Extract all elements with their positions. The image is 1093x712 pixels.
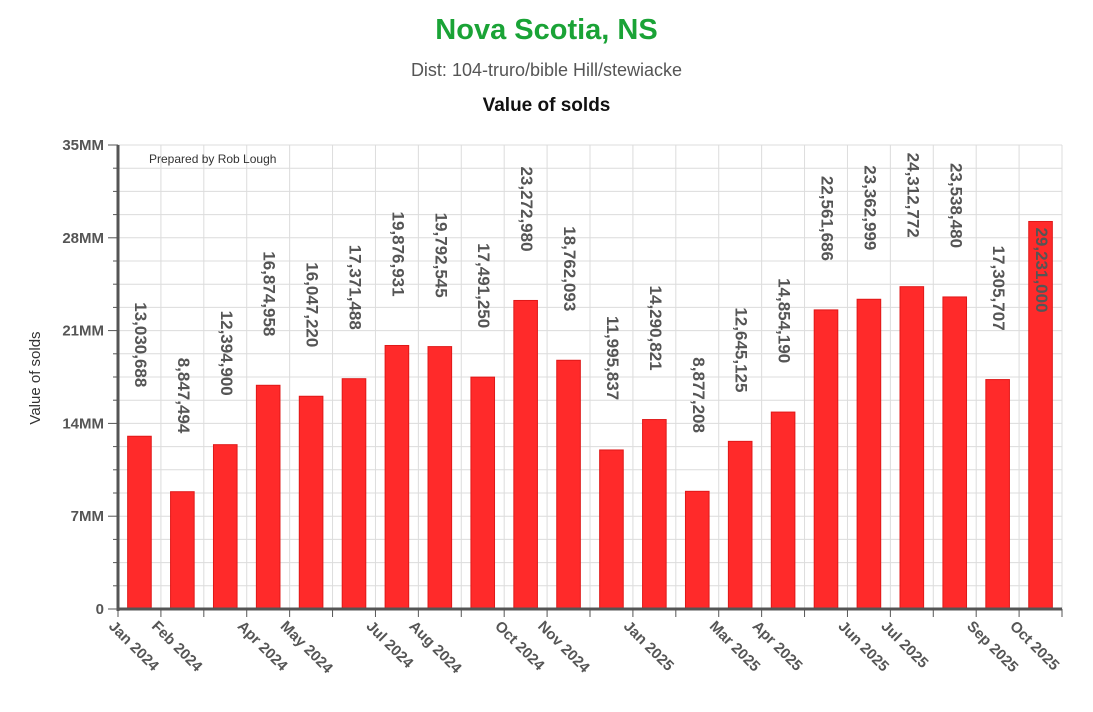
bar-nov-2024 — [556, 359, 581, 610]
data-label: 17,371,488 — [346, 245, 365, 330]
bar-mar-2024 — [212, 444, 238, 610]
data-label: 17,305,707 — [989, 246, 1008, 331]
bar-jun-2024 — [341, 378, 367, 610]
data-label: 16,047,220 — [303, 262, 322, 347]
bar-mar-2025 — [727, 440, 753, 610]
data-label: 11,995,837 — [603, 316, 622, 400]
bar-sep-2024 — [470, 376, 496, 610]
y-tick-label: 21MM — [62, 323, 104, 340]
bar-dec-2024 — [599, 449, 624, 610]
bars-group — [127, 220, 1053, 610]
bar-may-2024 — [298, 395, 324, 610]
data-label: 22,561,686 — [818, 176, 837, 261]
data-label: 23,272,980 — [517, 166, 536, 251]
bar-may-2025 — [813, 309, 839, 610]
x-tick-label: Jan 2025 — [620, 618, 677, 675]
data-label: 19,876,931 — [388, 211, 407, 296]
bar-sep-2025 — [985, 379, 1010, 610]
y-tick-label: 0 — [96, 601, 104, 618]
data-label: 12,645,125 — [732, 307, 751, 392]
chart-subtitle: Dist: 104-truro/bible Hill/stewiacke — [410, 60, 683, 80]
bar-jan-2024 — [127, 435, 152, 610]
data-label: 23,362,999 — [860, 165, 879, 250]
y-tick-label: 14MM — [62, 415, 104, 432]
chart-main-title: Nova Scotia, NS — [435, 14, 658, 46]
data-label: 8,847,494 — [174, 358, 193, 434]
y-tick-label: 35MM — [62, 137, 104, 154]
x-tick-label: May 2024 — [277, 618, 337, 678]
data-label: 13,030,688 — [131, 302, 150, 387]
data-label: 19,792,545 — [431, 213, 450, 298]
bar-aug-2024 — [427, 346, 453, 610]
data-label: 12,394,900 — [217, 311, 236, 396]
bar-jul-2024 — [384, 344, 410, 610]
bar-apr-2024 — [255, 384, 281, 610]
data-label: 18,762,093 — [560, 226, 579, 311]
y-tick-label: 28MM — [62, 230, 104, 247]
credit-text: Prepared by Rob Lough — [149, 152, 276, 166]
bar-jan-2025 — [642, 419, 667, 610]
bar-feb-2024 — [170, 491, 195, 610]
data-label: 16,874,958 — [260, 251, 279, 336]
x-tick-label: Nov 2024 — [534, 618, 593, 677]
data-label: 17,491,250 — [474, 243, 493, 328]
chart-title: Value of solds — [482, 95, 611, 116]
bar-oct-2024 — [513, 299, 538, 610]
data-label: 14,854,190 — [775, 278, 794, 363]
y-tick-label: 7MM — [71, 508, 104, 525]
data-label: 24,312,772 — [903, 153, 922, 238]
data-label: 29,231,000 — [1032, 227, 1051, 312]
x-tick-label: Aug 2024 — [406, 618, 466, 678]
data-label: 23,538,480 — [946, 163, 965, 248]
bar-aug-2025 — [942, 296, 968, 610]
data-label: 14,290,821 — [646, 286, 665, 371]
bar-feb-2025 — [684, 490, 710, 610]
data-label: 8,877,208 — [689, 357, 708, 433]
axes-group — [108, 144, 1063, 617]
bar-apr-2025 — [770, 411, 796, 610]
bar-jun-2025 — [856, 298, 882, 610]
y-axis-label: Value of solds — [27, 331, 44, 424]
y-tick-labels: 0 7MM 14MM 21MM 28MM 35MM — [62, 137, 104, 618]
data-labels: 13,030,688 8,847,494 12,394,900 16,874,958 1… — [131, 153, 1051, 434]
bar-jul-2025 — [899, 286, 925, 610]
